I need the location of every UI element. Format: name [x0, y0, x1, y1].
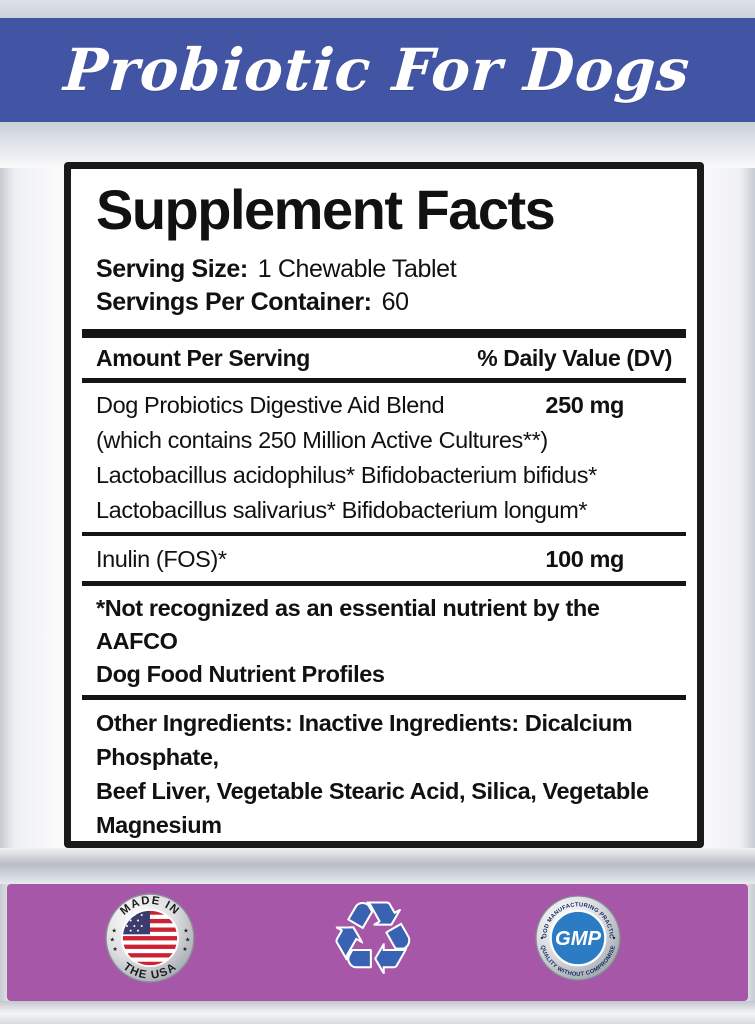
star-icon: ★ [185, 937, 190, 944]
servings-per-container-label: Servings Per Container: [96, 288, 372, 316]
bottom-silver-strip [0, 1001, 755, 1024]
blend-amount: 250 mg [545, 392, 624, 418]
facts-title: Supplement Facts [96, 178, 556, 241]
inulin-name: Inulin (FOS)* [96, 546, 227, 572]
star-icon: ★ [112, 946, 117, 953]
blend-detail-line: Lactobacillus acidophilus* Bifidobacteri… [96, 462, 597, 488]
gmp-badge: GOOD MANUFACTURING PRACTICE QUALITY WITH… [532, 890, 622, 982]
blend-detail-line: (which contains 250 Million Active Cultu… [96, 427, 548, 453]
serving-size-label: Serving Size: [96, 255, 248, 283]
star-icon: ★ [110, 937, 115, 944]
divider-medium [82, 581, 686, 586]
recycle-badge: ♻ [318, 880, 428, 997]
gmp-seal-icon: GOOD MANUFACTURING PRACTICE QUALITY WITH… [532, 890, 621, 981]
blend-row: Dog Probiotics Digestive Aid Blend 250 m… [82, 388, 686, 423]
divider-thick [82, 329, 686, 338]
star-icon: ★ [111, 927, 116, 934]
divider-thin [82, 532, 686, 536]
amount-per-serving-header: Amount Per Serving [96, 345, 310, 371]
recycle-icon: ♻ [327, 880, 419, 997]
made-in-usa-badge: MADE IN THE USA ★ ★ ★ ★ ★ ★ [104, 892, 196, 984]
supplement-facts-panel: Supplement Facts Serving Size: 1 Chewable… [64, 162, 704, 920]
aafco-note-line: Dog Food Nutrient Profiles [96, 661, 385, 687]
inulin-amount: 100 mg [545, 546, 624, 572]
silver-strip [0, 848, 755, 884]
column-header-row: Amount Per Serving % Daily Value (DV) [82, 338, 686, 378]
serving-size-value: 1 Chewable Tablet [257, 255, 457, 283]
divider-medium [82, 378, 686, 383]
blend-detail-line: Lactobacillus salivarius* Bifidobacteriu… [96, 497, 588, 523]
other-ingredients-line: Other Ingredients: Inactive Ingredients:… [96, 710, 633, 770]
product-banner: Probiotic For Dogs [0, 18, 755, 122]
made-in-usa-seal-icon: MADE IN THE USA ★ ★ ★ ★ ★ ★ [105, 893, 195, 983]
blend-name: Dog Probiotics Digestive Aid Blend [96, 392, 445, 418]
servings-per-container-value: 60 [381, 288, 409, 316]
aafco-note-line: *Not recognized as an essential nutrient… [96, 595, 600, 654]
star-icon: ★ [182, 946, 187, 953]
divider-medium [82, 695, 686, 700]
star-icon: ★ [183, 927, 188, 934]
other-ingredients-line: Beef Liver, Vegetable Stearic Acid, Sili… [96, 778, 649, 838]
product-title: Probiotic For Dogs [62, 36, 693, 104]
inulin-row: Inulin (FOS)* 100 mg [82, 542, 686, 577]
gmp-label: GMP [555, 928, 602, 950]
serving-size-line: Serving Size: 1 Chewable Tablet [82, 253, 686, 286]
banner-silver-strip [0, 122, 755, 168]
servings-per-container-line: Servings Per Container: 60 [82, 286, 686, 319]
top-silver-strip [0, 0, 755, 18]
daily-value-header: % Daily Value (DV) [477, 345, 672, 371]
